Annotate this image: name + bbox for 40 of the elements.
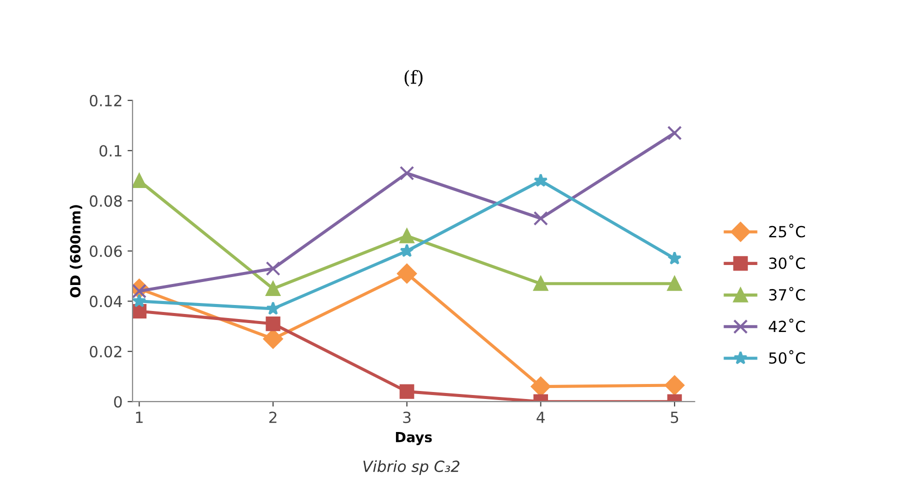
y-tick-label: 0.1 bbox=[100, 145, 122, 157]
point bbox=[534, 173, 548, 187]
y-tick-label: 0.02 bbox=[90, 346, 122, 358]
point bbox=[400, 384, 414, 399]
x-tick-label: 1 bbox=[136, 412, 143, 423]
y-tick-label: 0.12 bbox=[90, 94, 122, 106]
x-tick-label: 2 bbox=[269, 412, 276, 423]
point bbox=[667, 126, 682, 140]
point bbox=[667, 276, 682, 291]
legend-label: 30˚C bbox=[769, 255, 805, 270]
point bbox=[400, 244, 414, 258]
point bbox=[266, 281, 280, 296]
y-tick-label: 0.06 bbox=[90, 245, 122, 258]
legend-label: 42˚C bbox=[768, 318, 805, 332]
point bbox=[533, 211, 548, 226]
y-tick-label: 0.08 bbox=[90, 195, 122, 207]
x-tick-label: 5 bbox=[670, 412, 678, 424]
point bbox=[533, 276, 548, 291]
point bbox=[668, 251, 682, 265]
legend-label: 50˚C bbox=[769, 350, 805, 364]
point bbox=[664, 375, 684, 396]
point bbox=[530, 376, 551, 396]
point bbox=[132, 173, 147, 188]
point bbox=[266, 261, 280, 276]
y-axis-title: OD (600nm) bbox=[70, 205, 82, 298]
point bbox=[266, 301, 280, 315]
legend-label: 25˚C bbox=[769, 224, 805, 238]
chart-title: (f) bbox=[404, 70, 423, 87]
y-tick-label: 0.04 bbox=[90, 296, 122, 308]
point bbox=[132, 294, 146, 308]
legend-label: 37˚C bbox=[769, 286, 805, 301]
point bbox=[266, 316, 280, 332]
y-tick-label: 0 bbox=[114, 396, 122, 408]
x-axis-title: Days bbox=[396, 432, 432, 446]
point bbox=[400, 166, 414, 180]
point bbox=[397, 264, 417, 284]
x-tick-label: 3 bbox=[403, 412, 411, 424]
text: Vibrio sp C₃2 bbox=[363, 460, 460, 476]
x-tick-label: 4 bbox=[536, 412, 545, 423]
point bbox=[400, 228, 414, 244]
